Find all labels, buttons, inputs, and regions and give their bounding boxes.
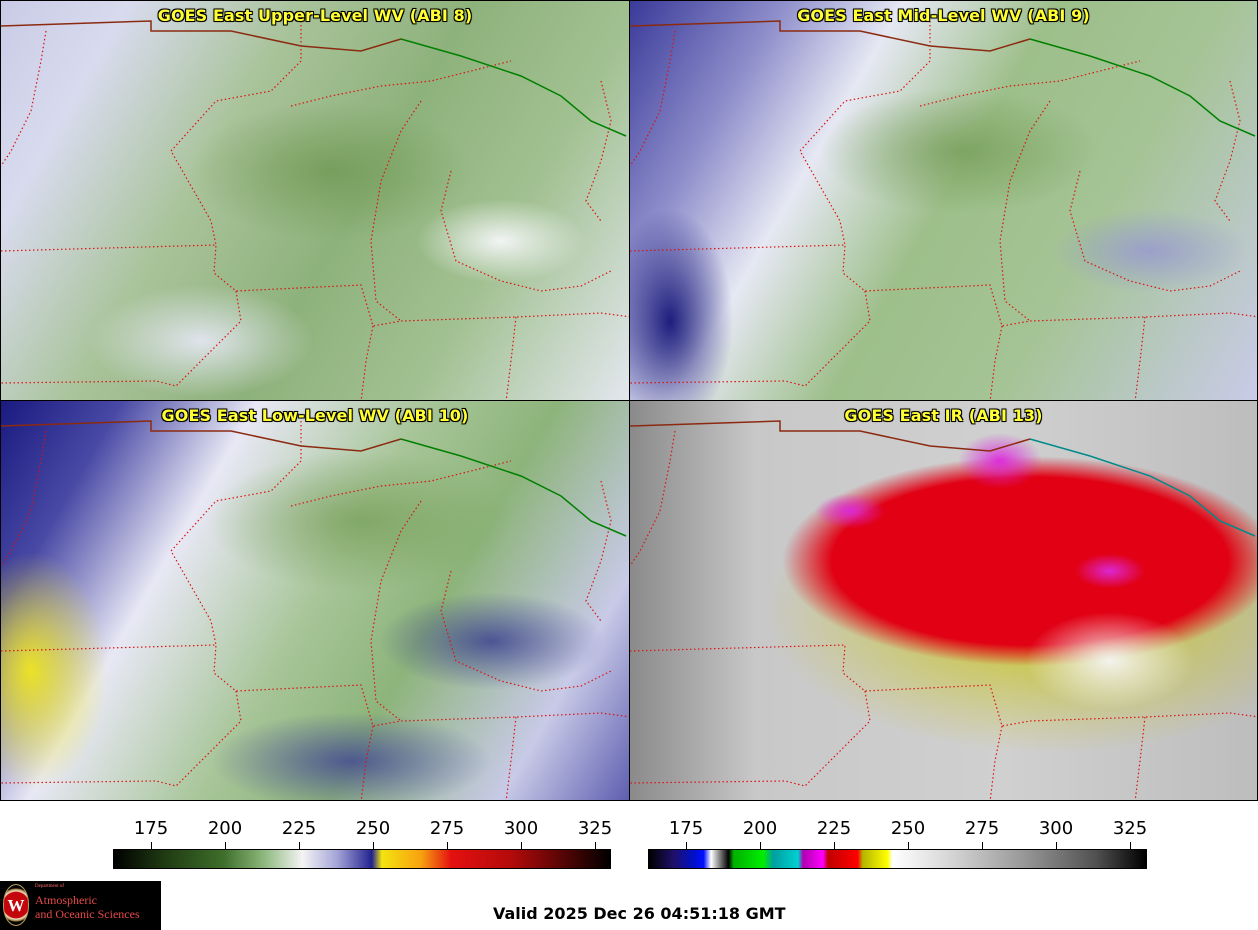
tick-mark xyxy=(373,842,374,849)
colorbar-right-ticks: 175 200 225 250 275 300 325 xyxy=(0,818,1258,840)
panel-title: GOES East Mid-Level WV (ABI 9) xyxy=(797,6,1090,25)
colorbar-ir xyxy=(648,849,1147,869)
panel-ir: GOES East IR (ABI 13) xyxy=(629,400,1258,801)
tick-mark xyxy=(908,842,909,849)
tick-mark xyxy=(225,842,226,849)
tick-label: 275 xyxy=(429,818,465,839)
logo-department: Department of xyxy=(35,884,65,889)
tick-label: 175 xyxy=(668,818,704,839)
tick-label: 300 xyxy=(503,818,539,839)
tick-label: 250 xyxy=(355,818,391,839)
tick-label: 250 xyxy=(890,818,926,839)
tick-mark xyxy=(595,842,596,849)
panel-mid-level-wv: GOES East Mid-Level WV (ABI 9) xyxy=(629,0,1258,401)
tick-label: 200 xyxy=(207,818,243,839)
tick-label: 325 xyxy=(1112,818,1148,839)
valid-time: Valid 2025 Dec 26 04:51:18 GMT xyxy=(493,904,786,923)
map-boundaries xyxy=(1,20,629,400)
colorbar-wv xyxy=(113,849,611,869)
logo-line2: and Oceanic Sciences xyxy=(35,907,140,921)
colorbar-left-ticks: 175 200 225 250 275 300 325 xyxy=(0,818,630,840)
tick-label: 300 xyxy=(1038,818,1074,839)
tick-mark xyxy=(982,842,983,849)
map-boundaries xyxy=(1,420,629,800)
panel-title: GOES East IR (ABI 13) xyxy=(844,406,1043,425)
aos-logo[interactable]: W Department of Atmospheric and Oceanic … xyxy=(0,881,161,930)
tick-mark xyxy=(760,842,761,849)
tick-mark xyxy=(299,842,300,849)
map-boundaries xyxy=(630,420,1257,800)
tick-label: 225 xyxy=(281,818,317,839)
tick-label: 200 xyxy=(742,818,778,839)
panel-low-level-wv: GOES East Low-Level WV (ABI 10) xyxy=(0,400,630,801)
tick-mark xyxy=(834,842,835,849)
panel-title: GOES East Low-Level WV (ABI 10) xyxy=(161,406,469,425)
tick-label: 175 xyxy=(133,818,169,839)
tick-label: 275 xyxy=(964,818,1000,839)
uw-seal-icon: W xyxy=(3,884,29,926)
logo-line1: Atmospheric xyxy=(35,893,97,907)
tick-mark xyxy=(151,842,152,849)
tick-mark xyxy=(686,842,687,849)
map-boundaries xyxy=(630,20,1257,400)
panel-title: GOES East Upper-Level WV (ABI 8) xyxy=(157,6,473,25)
tick-label: 225 xyxy=(816,818,852,839)
panel-upper-level-wv: GOES East Upper-Level WV (ABI 8) xyxy=(0,0,630,401)
tick-mark xyxy=(1056,842,1057,849)
tick-mark xyxy=(1130,842,1131,849)
tick-mark xyxy=(521,842,522,849)
tick-mark xyxy=(447,842,448,849)
tick-label: 325 xyxy=(577,818,613,839)
